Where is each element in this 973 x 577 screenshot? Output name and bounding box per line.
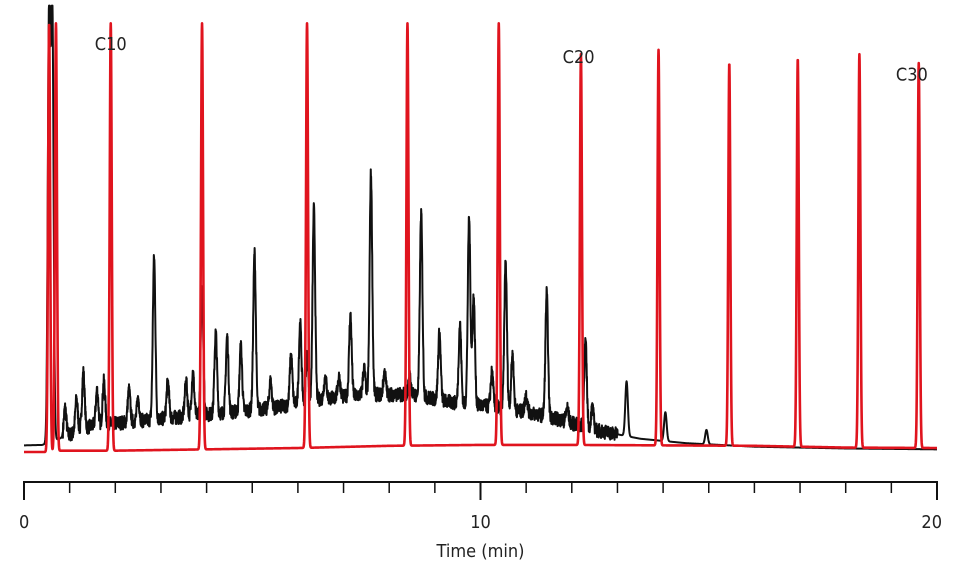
peak-label: C30 [896, 65, 928, 86]
x-axis-label: Time (min) [436, 541, 525, 562]
x-tick-label: 10 [470, 512, 491, 533]
x-tick-label: 0 [19, 512, 29, 533]
peak-label: C10 [95, 34, 127, 55]
x-tick-labels: 0 10 20 [19, 512, 942, 533]
chromatogram-chart: 0 10 20 Time (min) C10 C20 C30 [0, 0, 973, 577]
peak-labels: C10 C20 C30 [95, 34, 928, 86]
series-line-n-alkane-standard [24, 23, 937, 452]
plot-area [24, 6, 937, 452]
peak-label: C20 [563, 47, 595, 68]
x-tick-label: 20 [921, 512, 942, 533]
x-axis: 0 10 20 Time (min) [19, 481, 942, 562]
